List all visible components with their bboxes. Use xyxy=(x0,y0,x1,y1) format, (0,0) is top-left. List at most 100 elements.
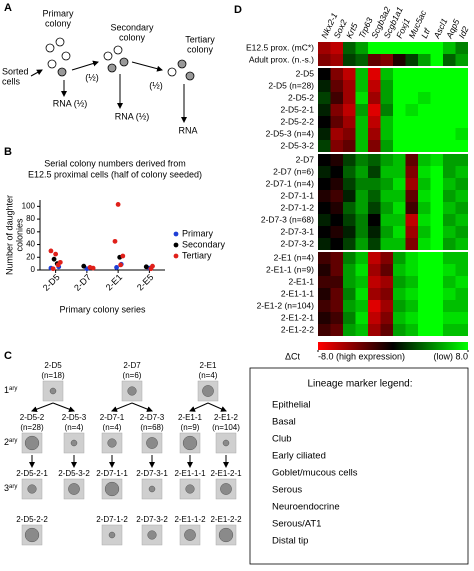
heat-cell xyxy=(455,214,468,226)
colony-name: 2-E1-1 xyxy=(178,413,203,422)
heat-cell xyxy=(393,226,406,238)
colony-count: (n=28) xyxy=(20,423,44,432)
y-axis-label: Number of daughter xyxy=(4,195,14,275)
legend-label: Tertiary xyxy=(182,250,212,260)
heat-cell xyxy=(343,238,356,250)
tier-label: 2ary xyxy=(4,437,17,447)
row-label: 2-D7-3 (n=68) xyxy=(261,214,314,224)
heat-cell xyxy=(443,276,456,288)
heat-cell xyxy=(368,116,381,128)
heat-cell xyxy=(418,140,431,152)
point xyxy=(53,251,59,257)
heat-cell xyxy=(343,140,356,152)
heat-cell xyxy=(380,288,393,300)
heat-cell xyxy=(330,178,343,190)
heat-cell xyxy=(443,264,456,276)
tier-suffix: ary xyxy=(9,438,17,444)
heat-cell xyxy=(418,116,431,128)
heat-cell xyxy=(343,252,356,264)
heat-cell xyxy=(330,80,343,92)
point xyxy=(143,264,149,270)
tier-number: 3 xyxy=(4,483,9,493)
heat-cell xyxy=(368,190,381,202)
colony-name: 2-E1-1-1 xyxy=(174,469,206,478)
colony-name: 2-E1-1-2 xyxy=(174,515,206,524)
arrow xyxy=(189,402,209,412)
heat-cell xyxy=(418,252,431,264)
heat-cell xyxy=(430,140,443,152)
heat-cell xyxy=(380,154,393,166)
colony xyxy=(218,527,234,543)
heat-cell xyxy=(318,202,331,214)
heat-cell xyxy=(355,214,368,226)
heat-cell xyxy=(318,312,331,324)
heat-cell xyxy=(330,104,343,116)
heat-cell xyxy=(343,116,356,128)
heat-cell xyxy=(380,116,393,128)
heat-cell xyxy=(393,116,406,128)
colony-name: 2-E1-2 xyxy=(214,413,239,422)
heat-cell xyxy=(455,166,468,178)
heat-cell xyxy=(393,80,406,92)
heat-cell xyxy=(405,276,418,288)
heat-cell xyxy=(418,288,431,300)
column-label: Id2 xyxy=(457,25,471,40)
heat-cell xyxy=(418,92,431,104)
heat-cell xyxy=(355,116,368,128)
heat-cell xyxy=(380,264,393,276)
heat-cell xyxy=(430,166,443,178)
row-label: Adult prox. (n.-s.) xyxy=(249,54,314,64)
heat-cell xyxy=(418,68,431,80)
colony-count: (n=9) xyxy=(181,423,200,432)
heat-cell xyxy=(418,54,431,66)
heat-cell xyxy=(443,190,456,202)
tier-label: 3ary xyxy=(4,483,17,493)
heat-cell xyxy=(443,238,456,250)
x-axis-label: Primary colony series xyxy=(59,304,146,314)
diagram-label: cells xyxy=(2,76,21,86)
heat-cell xyxy=(405,238,418,250)
heat-cell xyxy=(368,214,381,226)
diagram-label: Tertiary xyxy=(185,34,215,44)
heat-cell xyxy=(405,202,418,214)
legend-box xyxy=(249,367,469,565)
heat-cell xyxy=(368,202,381,214)
heat-cell xyxy=(330,300,343,312)
colony xyxy=(104,481,120,497)
tier-number: 1 xyxy=(4,385,9,395)
heat-cell xyxy=(455,264,468,276)
heat-cell xyxy=(343,276,356,288)
panel-label: A xyxy=(4,2,12,14)
heat-cell xyxy=(330,312,343,324)
colony-name: 2-D7-3-1 xyxy=(136,469,168,478)
heat-cell xyxy=(443,252,456,264)
heat-cell xyxy=(368,54,381,66)
heat-cell xyxy=(430,202,443,214)
heat-cell xyxy=(455,252,468,264)
heat-cell xyxy=(405,128,418,140)
heat-cell xyxy=(355,80,368,92)
heat-cell xyxy=(318,116,331,128)
heat-cell xyxy=(343,312,356,324)
row-label: 2-D7-1-1 xyxy=(280,190,314,200)
fraction-label: (½) xyxy=(85,72,99,82)
heat-cell xyxy=(355,190,368,202)
heat-cell xyxy=(380,92,393,104)
heat-cell xyxy=(330,226,343,238)
heat-cell xyxy=(343,288,356,300)
legend-marker xyxy=(173,253,179,259)
heat-cell xyxy=(405,178,418,190)
heat-cell xyxy=(318,140,331,152)
heat-cell xyxy=(318,178,331,190)
heat-cell xyxy=(368,288,381,300)
heat-cell xyxy=(318,252,331,264)
point xyxy=(50,266,56,272)
x-tick-label: 2-E5 xyxy=(135,272,156,293)
heat-cell xyxy=(318,154,331,166)
colony-count: (n=4) xyxy=(103,423,122,432)
heat-cell xyxy=(343,68,356,80)
diagram-label: colony xyxy=(119,32,146,42)
colorbar-label: (low) 8.0 xyxy=(433,351,468,361)
heat-cell xyxy=(430,252,443,264)
heat-cell xyxy=(393,178,406,190)
